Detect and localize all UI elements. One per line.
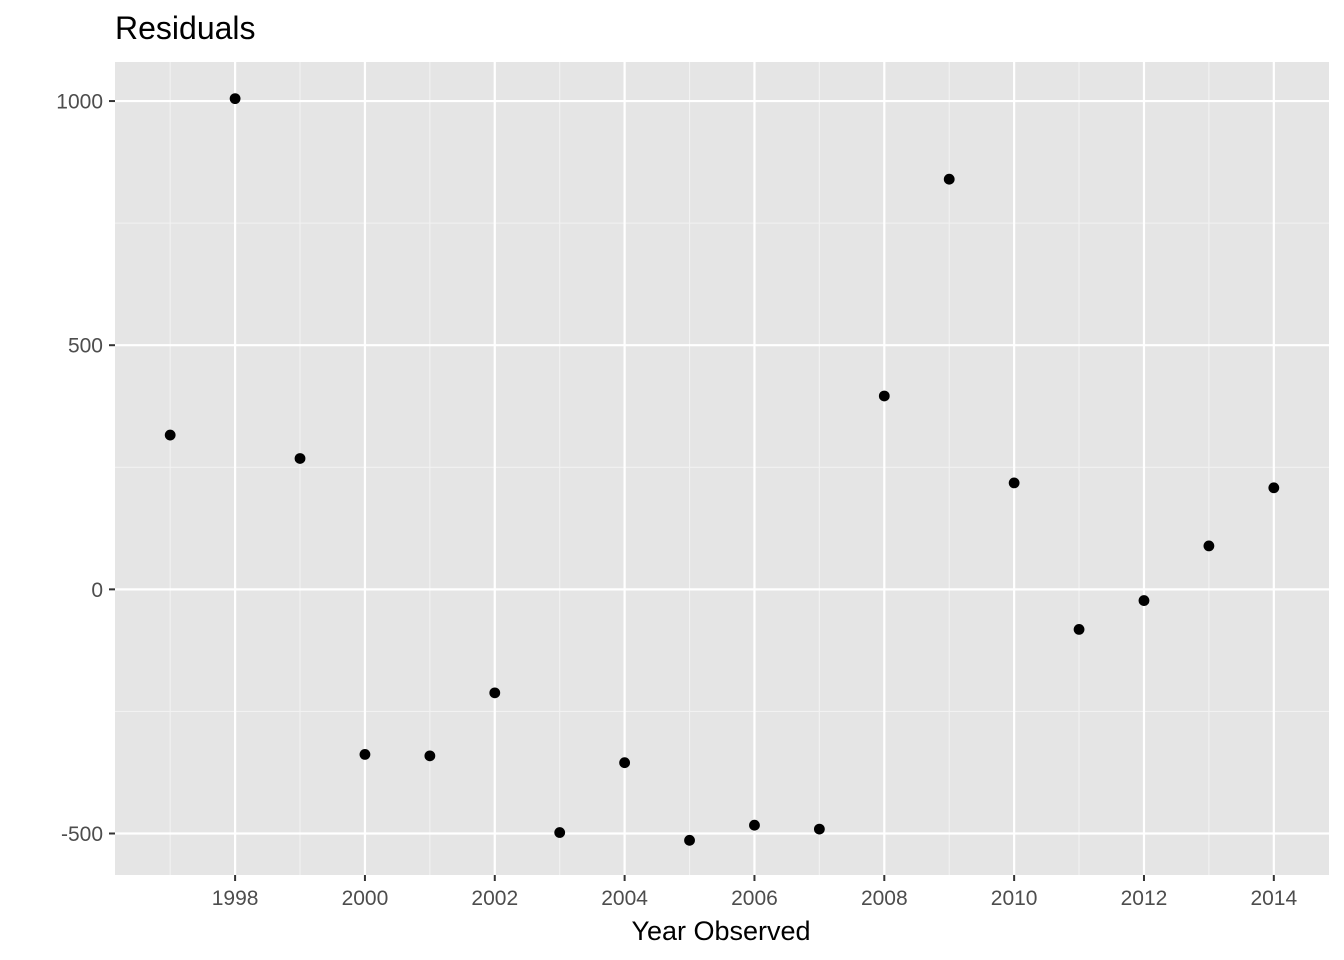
x-tick-label: 2000 (342, 887, 389, 910)
data-point (554, 827, 566, 838)
x-tick-label: 1998 (212, 887, 259, 910)
y-tick-label: 500 (68, 335, 103, 358)
data-point (813, 823, 825, 835)
major-gridlines (115, 62, 1329, 875)
x-tick-label: 2008 (861, 887, 908, 910)
data-point (294, 453, 306, 464)
data-point (229, 93, 241, 105)
data-point (1008, 477, 1020, 489)
x-tick-label: 2012 (1121, 887, 1168, 910)
data-point (1268, 482, 1280, 494)
y-tick-label: 1000 (56, 91, 103, 114)
data-point (1203, 540, 1215, 552)
data-point (164, 429, 176, 441)
x-tick-label: 2002 (471, 887, 518, 910)
data-points (164, 93, 1280, 846)
x-axis-title: Year Observed (631, 916, 810, 946)
data-point (878, 390, 890, 402)
data-point (1073, 623, 1085, 635)
minor-gridlines (115, 62, 1329, 875)
data-point (749, 819, 760, 831)
y-tick-label: 0 (91, 579, 103, 602)
x-tick-label: 2014 (1250, 887, 1297, 910)
x-axis: 1998 2000 2002 2004 2006 2008 2010 2012 2014 (212, 875, 1297, 910)
data-point (359, 748, 371, 760)
data-point (943, 173, 955, 185)
x-tick-label: 2004 (601, 887, 648, 910)
y-tick-label: -500 (61, 823, 103, 846)
x-tick-label: 2006 (731, 887, 778, 910)
data-point (489, 687, 501, 699)
plot-panel (115, 62, 1329, 875)
data-point (619, 757, 631, 769)
data-point (1138, 595, 1150, 606)
x-tick-label: 2010 (991, 887, 1038, 910)
chart-title: Residuals (115, 10, 256, 46)
y-axis: -500 0 500 1000 (56, 91, 115, 846)
data-point (684, 834, 695, 846)
data-point (424, 750, 436, 762)
